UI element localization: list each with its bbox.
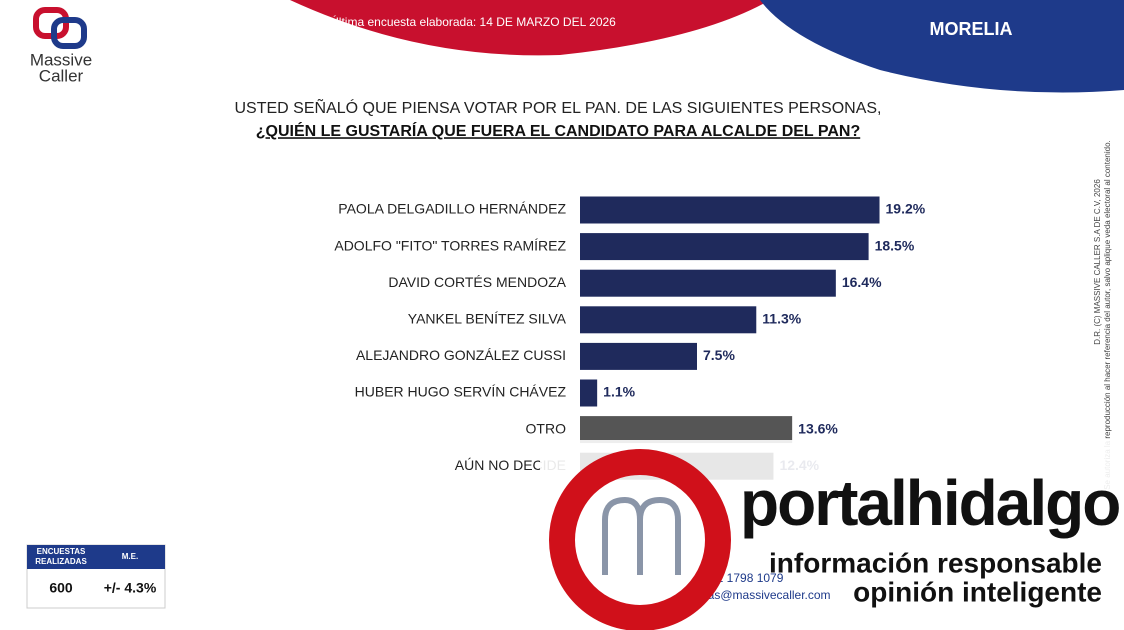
category-label: PAOLA DELGADILLO HERNÁNDEZ xyxy=(338,201,566,217)
watermark-logo xyxy=(602,496,681,575)
survey-date: Última encuesta elaborada: 14 DE MARZO D… xyxy=(330,14,616,29)
city: MORELIA xyxy=(930,19,1013,39)
bar xyxy=(580,269,836,297)
watermark-tagline: información responsable xyxy=(769,547,1102,578)
value-label: 13.6% xyxy=(798,420,838,436)
category-label: AÚN NO DECIDE xyxy=(455,457,566,473)
table-cell: 600 xyxy=(49,580,73,596)
header-blue-shape xyxy=(760,0,1124,93)
brand: Caller xyxy=(39,66,84,85)
watermark-logo xyxy=(549,449,731,630)
table-header: M.E. xyxy=(122,552,138,561)
watermark-name: portalhidalgo xyxy=(740,467,1119,539)
category-label: YANKEL BENÍTEZ SILVA xyxy=(408,311,567,327)
side-text: Se autoriza la reproducción al hacer ref… xyxy=(1103,140,1112,490)
value-label: 16.4% xyxy=(842,274,882,290)
logo xyxy=(33,7,87,49)
header-red-shape xyxy=(290,0,770,56)
table-header: REALIZADAS xyxy=(35,557,87,566)
table-header: ENCUESTAS xyxy=(37,547,86,556)
value-label: 11.3% xyxy=(762,311,801,327)
value-label: 7.5% xyxy=(703,347,735,363)
category-label: HUBER HUGO SERVÍN CHÁVEZ xyxy=(355,384,567,400)
category-label: DAVID CORTÉS MENDOZA xyxy=(388,274,566,290)
table-cell: +/- 4.3% xyxy=(104,580,157,596)
bar xyxy=(580,306,757,334)
bar xyxy=(580,233,869,261)
chart-title: USTED SEÑALÓ QUE PIENSA VOTAR POR EL PAN… xyxy=(235,97,882,117)
side-text: D.R. (C) MASSIVE CALLER S.A DE C.V, 2026 xyxy=(1093,179,1102,345)
bar xyxy=(580,342,697,370)
category-label: ALEJANDRO GONZÁLEZ CUSSI xyxy=(356,347,566,363)
category-label: ADOLFO "FITO" TORRES RAMÍREZ xyxy=(334,237,566,253)
value-label: 19.2% xyxy=(886,201,926,217)
bar xyxy=(580,196,880,224)
watermark-tagline: opinión inteligente xyxy=(853,576,1102,607)
category-label: OTRO xyxy=(526,420,567,436)
footer-text: 81 1798 1079 xyxy=(710,571,784,585)
value-label: 1.1% xyxy=(603,384,635,400)
footer-text: jas@massivecaller.com xyxy=(704,588,831,602)
info-table-header xyxy=(27,545,165,569)
value-label: 18.5% xyxy=(875,237,915,253)
brand: Massive xyxy=(30,50,92,69)
bar xyxy=(580,416,793,444)
chart-subtitle: ¿QUIÉN LE GUSTARÍA QUE FUERA EL CANDIDAT… xyxy=(256,121,860,140)
bar xyxy=(580,379,598,407)
